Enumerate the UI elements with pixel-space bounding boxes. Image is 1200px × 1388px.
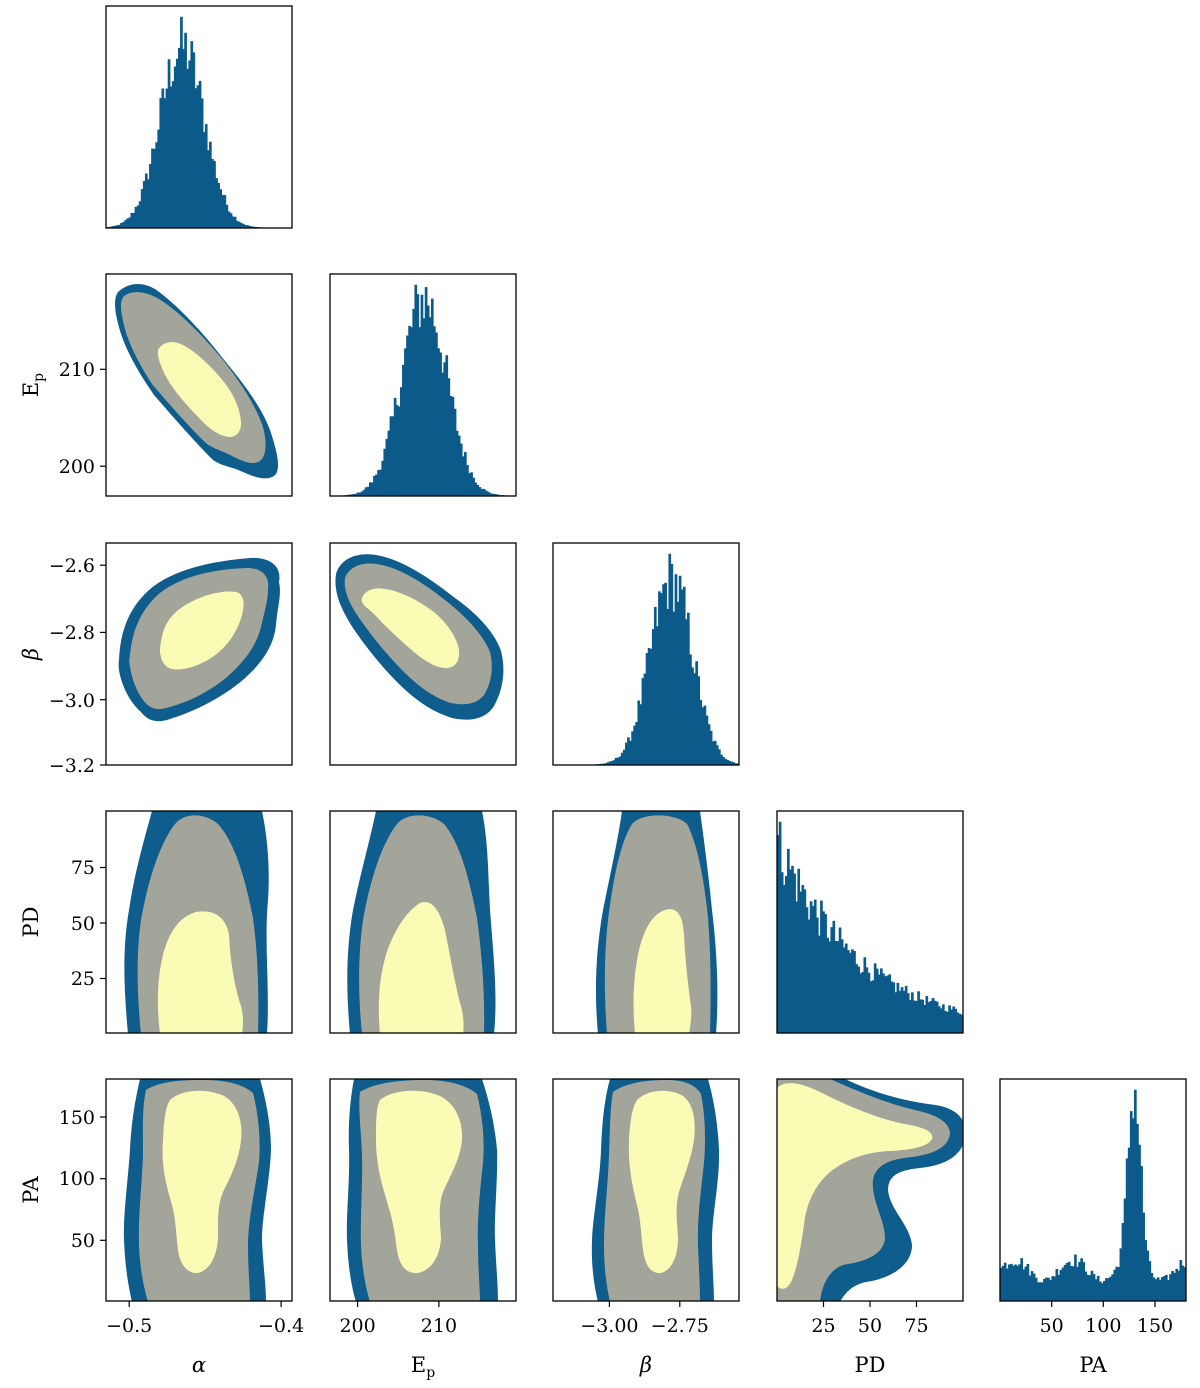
panel-frame	[329, 810, 517, 1034]
tick-label: 150	[59, 1107, 95, 1129]
x-axis-labels: α Ep β PD PA	[192, 1353, 1108, 1381]
tick-label: −3.0	[49, 690, 95, 712]
x-label-PD: PD	[855, 1353, 886, 1377]
panel-frame	[105, 810, 293, 1034]
panel-Ep-hist	[329, 273, 517, 497]
panel-PD-hist	[776, 810, 964, 1034]
panel-frame	[105, 273, 293, 497]
y-label-beta: β	[19, 648, 43, 661]
tick-label: 50	[858, 1315, 882, 1337]
panel-beta-PA	[591, 1079, 720, 1301]
tick-label: 150	[1137, 1315, 1173, 1337]
panel-Ep-PA	[346, 1079, 498, 1301]
contour-inner	[633, 909, 692, 1033]
tick-label: −2.75	[651, 1315, 709, 1337]
x-label-alpha: α	[192, 1353, 206, 1377]
y-label-PD: PD	[19, 907, 43, 938]
x-label-Ep: Ep	[411, 1353, 435, 1381]
panel-PD-PA	[777, 1079, 963, 1301]
tick-label: −2.8	[49, 622, 95, 644]
hist-alpha	[105, 16, 292, 229]
panel-alpha-beta	[118, 557, 280, 722]
tick-label: 25	[71, 968, 95, 990]
x-tick-labels: −0.5 −0.4 200 210 −3.00 −2.75 25 50 75 5…	[106, 1315, 1173, 1337]
panel-PA-hist	[999, 1078, 1187, 1302]
tick-label: 210	[421, 1315, 457, 1337]
hist-beta	[553, 553, 740, 766]
panel-alpha-Ep	[115, 283, 279, 479]
panel-beta-PD	[595, 811, 718, 1033]
panel-frame	[329, 273, 517, 497]
panel-beta-hist	[552, 542, 740, 766]
panel-alpha-PA	[123, 1079, 271, 1301]
panel-frame	[105, 5, 293, 229]
panel-frame	[329, 542, 517, 766]
tick-label: 200	[59, 456, 95, 478]
tick-label: 75	[71, 857, 95, 879]
panel-frame	[105, 1078, 293, 1302]
contour-inner	[378, 902, 464, 1033]
contour-inner	[160, 591, 244, 670]
panel-alpha-hist	[105, 5, 293, 229]
panel-frame	[329, 1078, 517, 1302]
tick-label: −3.2	[49, 755, 95, 777]
tick-label: 75	[904, 1315, 928, 1337]
y-axis-labels: Ep β PD PA	[19, 373, 47, 1204]
tick-label: 210	[59, 359, 95, 381]
y-label-PA: PA	[19, 1175, 43, 1203]
tick-label: 100	[59, 1168, 95, 1190]
contour-inner	[777, 1083, 933, 1289]
contour-inner	[157, 911, 243, 1033]
tick-label: −2.6	[49, 555, 95, 577]
contour-inner	[162, 1090, 242, 1274]
contour-inner	[157, 342, 241, 437]
panel-Ep-beta	[335, 554, 504, 720]
y-tick-labels: 210 200 −3.2 −3.0 −2.8 −2.6 25 50 75 50 …	[49, 359, 95, 1252]
tick-label: 50	[1040, 1315, 1064, 1337]
contour-inner	[376, 1090, 463, 1274]
tick-label: 50	[71, 1230, 95, 1252]
panel-alpha-PD	[124, 811, 269, 1033]
hist-PA	[999, 1089, 1187, 1302]
tick-label: 25	[811, 1315, 835, 1337]
tick-label: −0.5	[106, 1315, 152, 1337]
tick-label: 50	[71, 913, 95, 935]
x-label-PA: PA	[1079, 1353, 1107, 1377]
contour-inner	[628, 1090, 695, 1274]
panel-frame	[552, 810, 740, 1034]
panel-frame	[776, 810, 964, 1034]
panel-frame	[105, 542, 293, 766]
panel-frame	[552, 542, 740, 766]
contour-inner	[361, 588, 460, 669]
panel-frame	[552, 1078, 740, 1302]
hist-PD	[776, 821, 964, 1034]
hist-Ep	[329, 284, 517, 497]
tick-label: 200	[339, 1315, 375, 1337]
ticks	[100, 368, 1156, 1307]
tick-label: 100	[1085, 1315, 1121, 1337]
panel-frame	[999, 1078, 1187, 1302]
x-label-beta: β	[639, 1353, 652, 1377]
tick-label: −0.4	[258, 1315, 304, 1337]
panel-Ep-PD	[347, 811, 496, 1033]
tick-label: −3.00	[580, 1315, 638, 1337]
y-label-Ep: Ep	[19, 373, 47, 397]
